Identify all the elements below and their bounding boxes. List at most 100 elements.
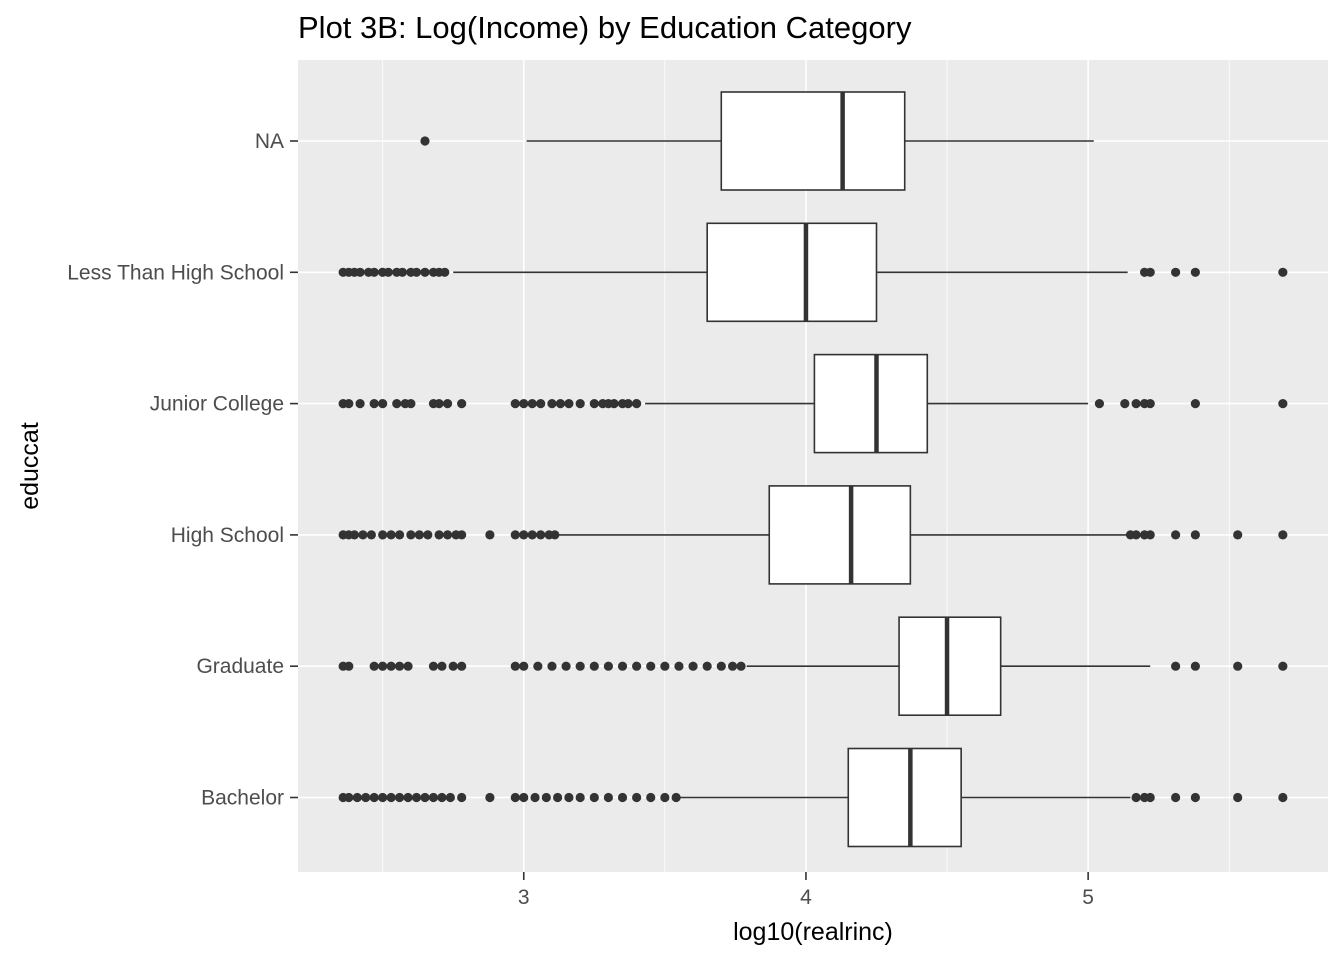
- outlier-point: [406, 399, 416, 409]
- outlier-point: [1233, 530, 1243, 540]
- outlier-point: [386, 530, 396, 540]
- outlier-point: [420, 136, 430, 146]
- boxplot-graduate: [338, 616, 1288, 717]
- y-tick-label: Graduate: [196, 655, 284, 678]
- outlier-point: [403, 661, 413, 671]
- outlier-point: [533, 661, 543, 671]
- outlier-point: [541, 792, 551, 803]
- outlier-point: [1120, 399, 1130, 409]
- outlier-point: [394, 792, 405, 803]
- outlier-point: [361, 792, 371, 803]
- outlier-point: [394, 530, 405, 540]
- outlier-point: [1131, 399, 1141, 409]
- x-tick-label: 5: [1082, 886, 1094, 909]
- outlier-point: [1145, 267, 1155, 277]
- outlier-point: [369, 792, 379, 803]
- outlier-point: [457, 399, 467, 409]
- outlier-point: [485, 792, 495, 803]
- y-axis-title: educcat: [16, 422, 44, 510]
- outlier-point: [561, 661, 571, 671]
- outlier-point: [386, 792, 396, 803]
- outlier-point: [727, 661, 738, 671]
- outlier-point: [589, 661, 599, 671]
- outlier-point: [428, 661, 439, 671]
- outlier-point: [1278, 792, 1288, 803]
- outlier-point: [617, 661, 628, 671]
- outlier-point: [358, 530, 368, 540]
- outlier-point: [555, 399, 566, 409]
- box-iqr: [720, 91, 906, 191]
- outlier-point: [1190, 661, 1200, 671]
- plot-panel: [298, 60, 1328, 872]
- boxplot-less-than-high-school: [338, 222, 1288, 323]
- outlier-point: [386, 661, 396, 671]
- x-axis-title: log10(realrinc): [733, 918, 893, 946]
- box-iqr: [898, 616, 1002, 717]
- outlier-point: [445, 792, 455, 803]
- outlier-point: [510, 792, 520, 803]
- outlier-point: [527, 399, 537, 409]
- outlier-point: [646, 792, 656, 803]
- outlier-point: [442, 530, 453, 540]
- outlier-point: [369, 267, 379, 277]
- outlier-point: [403, 792, 413, 803]
- outlier-point: [397, 267, 408, 277]
- outlier-point: [423, 530, 433, 540]
- outlier-point: [688, 661, 698, 671]
- outlier-point: [434, 530, 444, 540]
- outlier-point: [519, 530, 529, 540]
- outlier-point: [1131, 792, 1141, 803]
- outlier-point: [510, 661, 520, 671]
- outlier-point: [623, 399, 633, 409]
- x-tick-label: 4: [800, 886, 812, 909]
- outlier-point: [437, 792, 447, 803]
- outlier-point: [437, 661, 447, 671]
- outlier-point: [530, 792, 540, 803]
- outlier-point: [1278, 399, 1288, 409]
- y-tick-label: Bachelor: [201, 787, 284, 810]
- box-iqr: [813, 353, 929, 454]
- box-iqr: [768, 485, 912, 585]
- outlier-point: [457, 530, 467, 540]
- outlier-point: [352, 792, 362, 803]
- outlier-point: [589, 399, 599, 409]
- outlier-point: [485, 530, 495, 540]
- outlier-point: [603, 792, 614, 803]
- outlier-point: [414, 530, 424, 540]
- outlier-point: [564, 792, 574, 803]
- outlier-point: [1278, 661, 1288, 671]
- outlier-point: [575, 661, 585, 671]
- outlier-point: [355, 399, 365, 409]
- outlier-point: [547, 661, 557, 671]
- outlier-point: [1145, 792, 1155, 803]
- outlier-point: [536, 399, 546, 409]
- outlier-point: [575, 399, 585, 409]
- outlier-point: [632, 399, 642, 409]
- outlier-point: [575, 792, 585, 803]
- outlier-point: [344, 792, 354, 803]
- outlier-point: [1171, 792, 1181, 803]
- outlier-point: [378, 661, 388, 671]
- outlier-point: [617, 792, 628, 803]
- outlier-point: [510, 399, 520, 409]
- outlier-point: [1190, 399, 1200, 409]
- boxplot-layer: [338, 91, 1288, 848]
- outlier-point: [442, 399, 453, 409]
- boxplot-na: [420, 91, 1094, 191]
- outlier-point: [392, 399, 402, 409]
- outlier-point: [349, 530, 360, 540]
- outlier-point: [1171, 267, 1181, 277]
- outlier-point: [1094, 399, 1105, 409]
- box-iqr: [847, 747, 962, 848]
- outlier-point: [519, 792, 529, 803]
- outlier-point: [1171, 661, 1181, 671]
- outlier-point: [394, 661, 405, 671]
- outlier-point: [1190, 792, 1200, 803]
- outlier-point: [1190, 267, 1200, 277]
- outlier-point: [510, 530, 520, 540]
- outlier-point: [547, 399, 557, 409]
- outlier-point: [1278, 267, 1288, 277]
- axes: NA Less Than High School Junior College Hig…: [67, 130, 1094, 909]
- outlier-point: [702, 661, 712, 671]
- y-tick-label: NA: [255, 130, 284, 153]
